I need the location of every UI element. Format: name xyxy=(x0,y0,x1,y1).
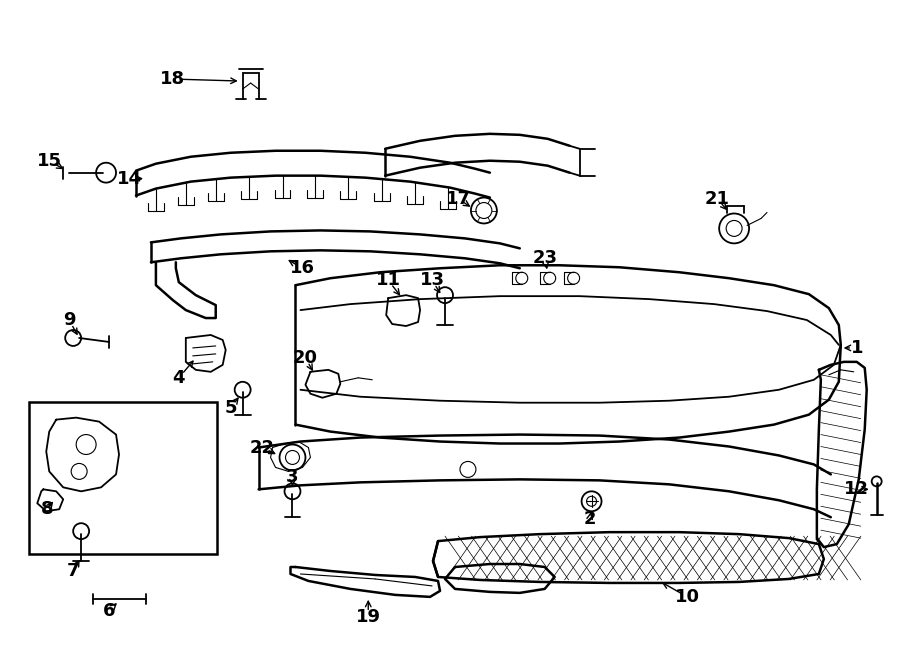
Text: 7: 7 xyxy=(67,562,79,580)
Text: 6: 6 xyxy=(103,602,115,620)
Text: 8: 8 xyxy=(40,500,54,518)
Text: 4: 4 xyxy=(173,369,185,387)
Text: 22: 22 xyxy=(250,438,275,457)
Text: 2: 2 xyxy=(583,510,596,528)
Text: 15: 15 xyxy=(37,152,62,170)
Bar xyxy=(30,402,217,554)
Text: 16: 16 xyxy=(290,259,315,277)
Text: 17: 17 xyxy=(446,190,471,208)
Text: 20: 20 xyxy=(292,349,318,367)
Text: 19: 19 xyxy=(356,608,381,626)
Text: 23: 23 xyxy=(532,249,557,267)
Text: 5: 5 xyxy=(224,399,237,416)
Text: 10: 10 xyxy=(675,588,700,606)
Text: 14: 14 xyxy=(116,170,141,188)
Text: 21: 21 xyxy=(705,190,730,208)
Text: 13: 13 xyxy=(419,271,445,290)
Text: 18: 18 xyxy=(160,70,185,88)
Text: 11: 11 xyxy=(375,271,401,290)
Text: 3: 3 xyxy=(286,469,299,486)
Text: 12: 12 xyxy=(844,481,869,498)
Text: 9: 9 xyxy=(63,311,76,329)
Text: 1: 1 xyxy=(850,339,863,357)
